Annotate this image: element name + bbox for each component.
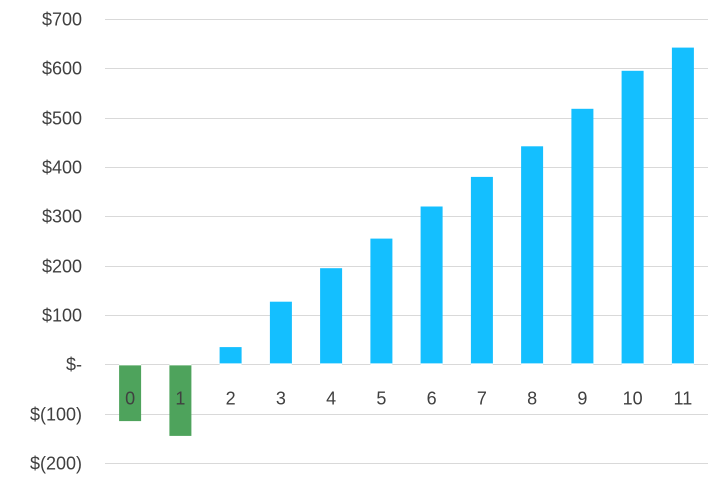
x-tick-label: 4 (326, 388, 336, 408)
x-tick-label: 7 (477, 388, 487, 408)
x-tick-label: 3 (276, 388, 286, 408)
x-tick-label: 6 (427, 388, 437, 408)
x-tick-label: 0 (125, 388, 135, 408)
x-tick-label: 9 (577, 388, 587, 408)
x-tick-label: 1 (175, 388, 185, 408)
y-tick-label: $400 (42, 158, 82, 178)
bar (521, 146, 544, 365)
x-tick-label: 8 (527, 388, 537, 408)
x-tick-label: 10 (623, 388, 643, 408)
gridlines (105, 19, 708, 464)
bar (671, 47, 694, 365)
y-tick-label: $600 (42, 59, 82, 79)
bar (571, 108, 594, 365)
bar (169, 364, 192, 436)
bar (621, 70, 644, 365)
y-tick-label: $200 (42, 257, 82, 277)
y-tick-label: $- (66, 355, 82, 375)
y-tick-label: $100 (42, 306, 82, 326)
y-tick-label: $700 (42, 10, 82, 30)
x-tick-label: 11 (674, 388, 693, 408)
y-axis-labels: $700 $600 $500 $400 $300 $200 $100 $- $(100) $(20… (30, 10, 82, 474)
y-tick-label: $300 (42, 207, 82, 227)
bar (119, 364, 142, 422)
bars (119, 47, 694, 436)
bar (470, 176, 493, 365)
y-tick-label: $(200) (30, 454, 82, 474)
bar (320, 268, 343, 365)
y-tick-label: $(100) (30, 405, 82, 425)
bar (269, 301, 292, 365)
x-axis-labels: 0 1 2 3 4 5 6 7 8 9 10 11 (125, 388, 692, 408)
y-tick-label: $500 (42, 109, 82, 129)
bar (370, 238, 393, 365)
x-tick-label: 2 (226, 388, 236, 408)
bar (219, 347, 242, 365)
bar (420, 206, 443, 365)
x-tick-label: 5 (376, 388, 386, 408)
